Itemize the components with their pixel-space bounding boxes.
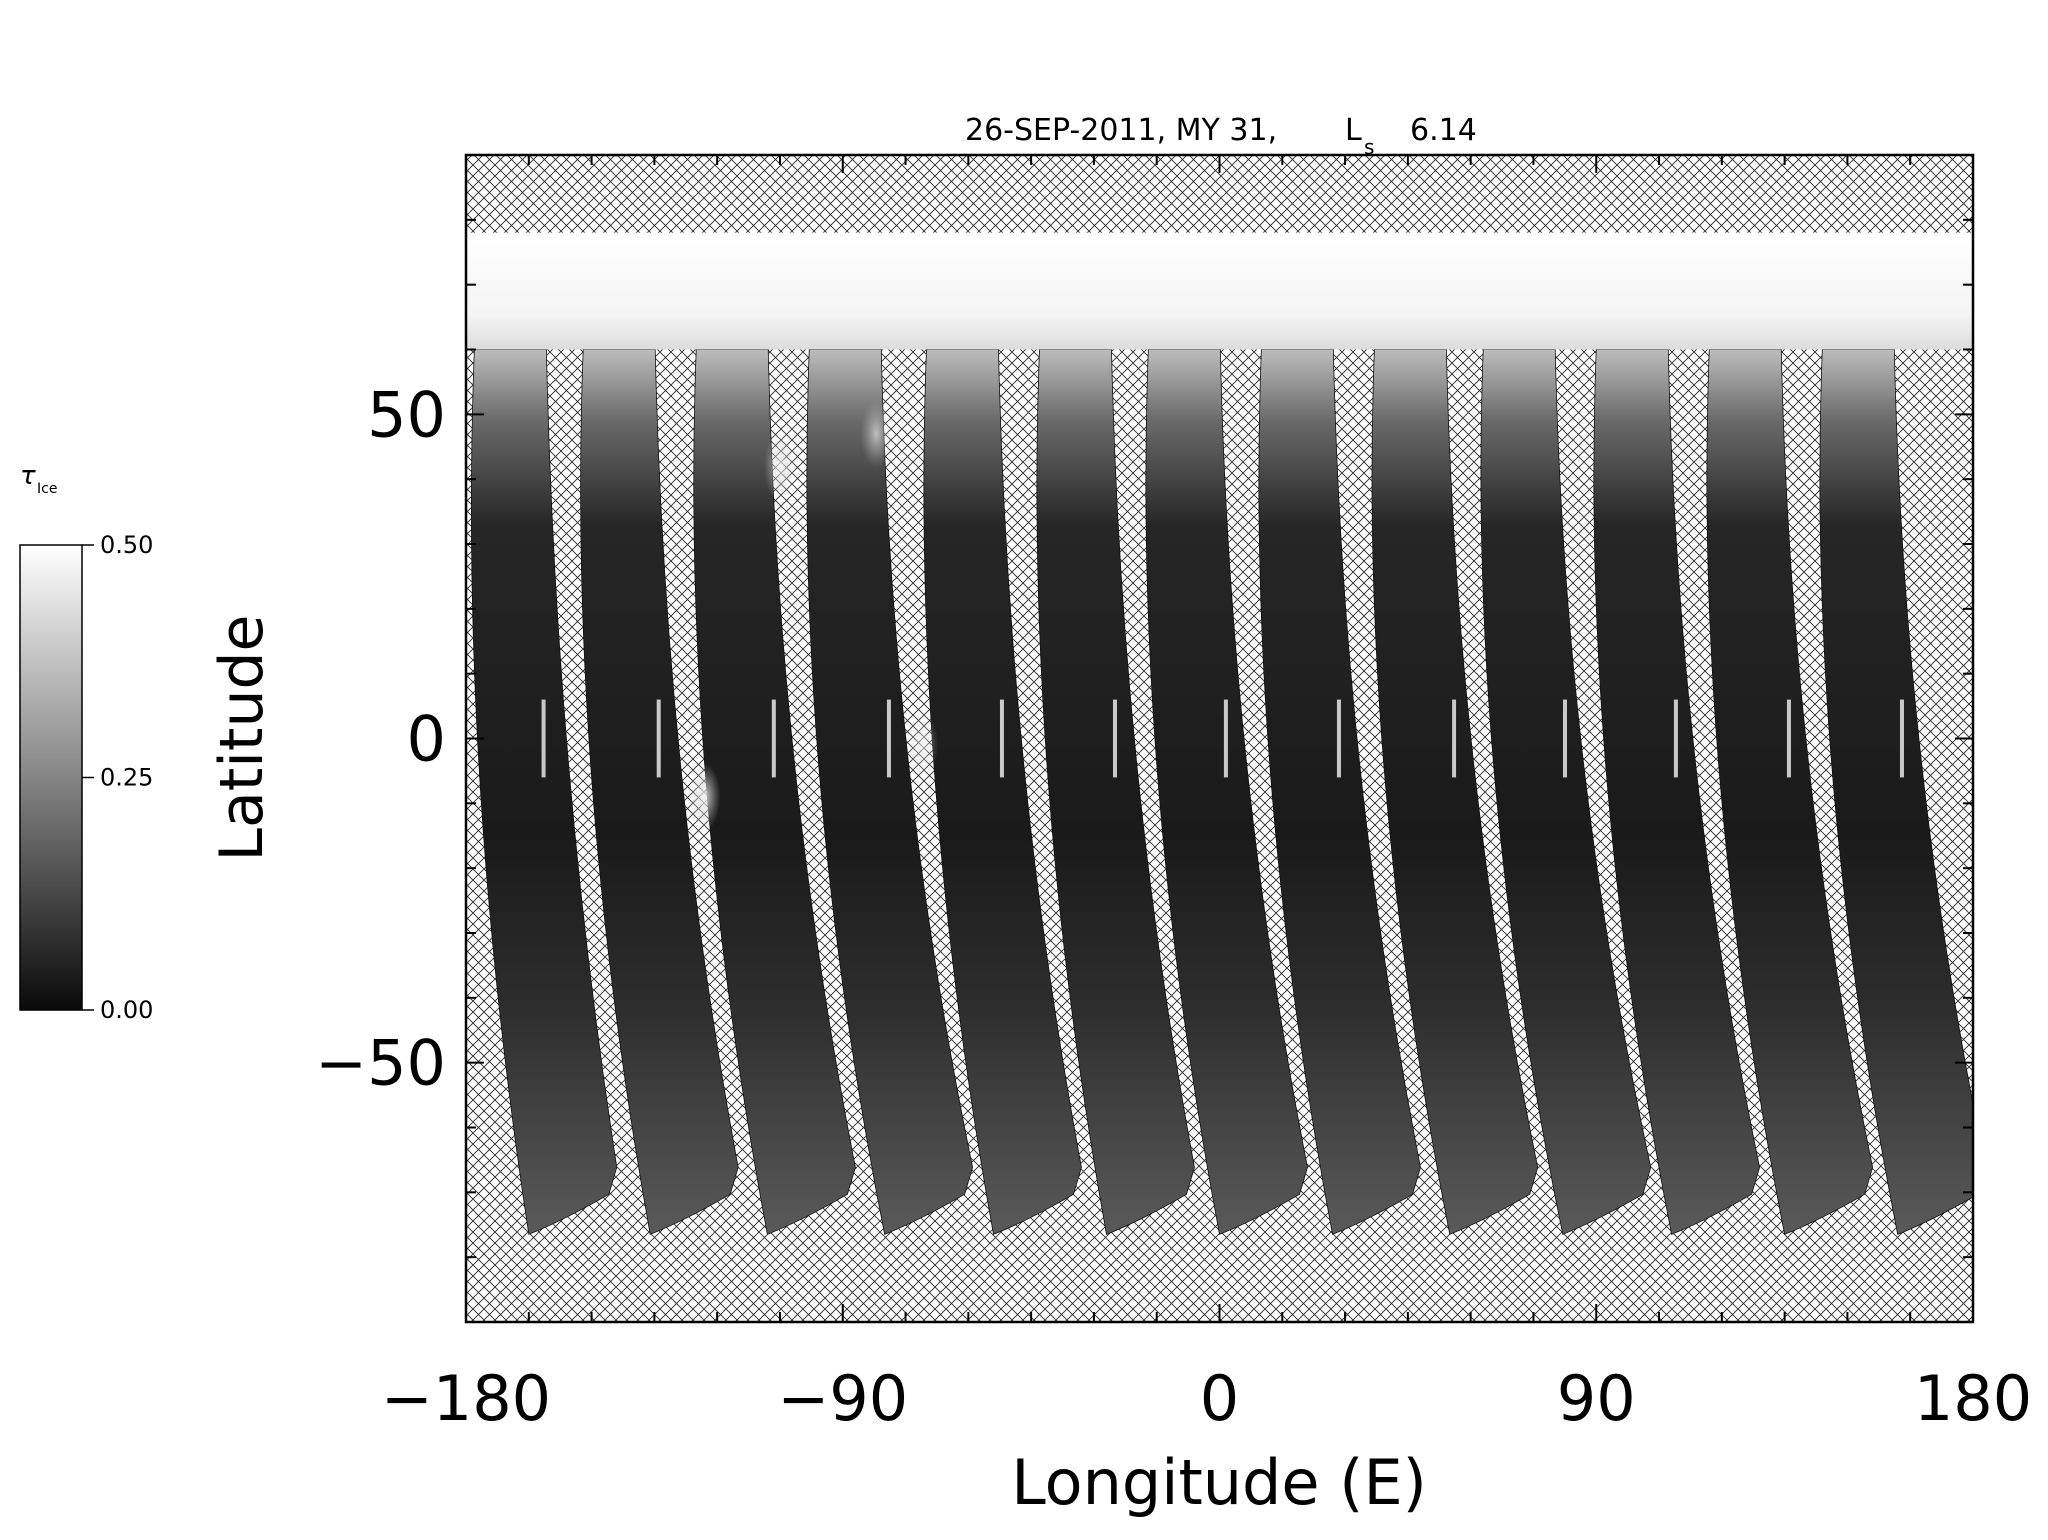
colorbar-tick-label: 0.00 bbox=[100, 996, 153, 1024]
swath bbox=[806, 349, 974, 1235]
bright-cloud-feature bbox=[906, 710, 939, 779]
equator-streak bbox=[1899, 699, 1904, 778]
colorbar: τ Ice 0.50 0.25 0.00 bbox=[19, 461, 153, 1024]
swath bbox=[470, 349, 618, 1235]
axis-ticks bbox=[465, 154, 1974, 1323]
colorbar-symbol: τ bbox=[20, 461, 36, 491]
y-tick-label: 0 bbox=[407, 703, 446, 776]
equator-streak bbox=[1112, 699, 1117, 778]
colorbar-tick-label: 0.50 bbox=[100, 531, 153, 559]
swath bbox=[1371, 349, 1539, 1235]
title-text: 26-SEP-2011, MY 31, bbox=[965, 113, 1277, 148]
bright-cloud-feature bbox=[763, 432, 796, 501]
x-tick-label: 0 bbox=[1200, 1362, 1239, 1435]
bright-cloud-feature bbox=[860, 399, 893, 468]
swath bbox=[1593, 349, 1761, 1235]
x-tick-label: −180 bbox=[381, 1362, 551, 1435]
colorbar-ticks: 0.50 0.25 0.00 bbox=[82, 531, 153, 1024]
swath bbox=[580, 349, 739, 1235]
equator-streak bbox=[771, 699, 776, 778]
swath bbox=[923, 349, 1082, 1235]
x-tick-label: 180 bbox=[1914, 1362, 2032, 1435]
y-tick-label: 50 bbox=[367, 378, 446, 451]
colorbar-tick-label: 0.25 bbox=[100, 764, 153, 792]
colorbar-subscript: Ice bbox=[37, 481, 57, 497]
x-axis-label: Longitude (E) bbox=[1011, 1446, 1427, 1519]
equator-streak bbox=[886, 699, 891, 778]
x-tick-label: −90 bbox=[777, 1362, 908, 1435]
swath bbox=[1258, 349, 1421, 1235]
chart-title: 26-SEP-2011, MY 31, L s 6.14 bbox=[965, 113, 1477, 159]
swath bbox=[1706, 349, 1874, 1235]
axis-tick-labels: −180 −90 0 90 180 −50 0 50 bbox=[315, 378, 2032, 1435]
bright-cloud-feature bbox=[688, 762, 721, 831]
equator-streak bbox=[1452, 699, 1457, 778]
title-ls-subscript: s bbox=[1364, 135, 1374, 159]
equator-streak bbox=[656, 699, 661, 778]
title-ls-value: 6.14 bbox=[1410, 113, 1477, 148]
cap-lobe bbox=[1801, 232, 1973, 350]
equator-streak bbox=[1223, 699, 1228, 778]
y-axis-label: Latitude bbox=[207, 615, 277, 862]
equator-streak bbox=[999, 699, 1004, 778]
equator-streak bbox=[1673, 699, 1678, 778]
equator-streak bbox=[1562, 699, 1567, 778]
equator-streak bbox=[541, 699, 546, 778]
equator-streak bbox=[1786, 699, 1791, 778]
swath bbox=[1480, 349, 1652, 1235]
x-tick-label: 90 bbox=[1557, 1362, 1636, 1435]
y-tick-label: −50 bbox=[315, 1027, 446, 1100]
title-ls-symbol: L bbox=[1345, 113, 1362, 148]
swath bbox=[1145, 349, 1308, 1235]
swath bbox=[1036, 349, 1195, 1235]
equator-streak bbox=[1336, 699, 1341, 778]
data-layer bbox=[466, 232, 1973, 1235]
swath bbox=[693, 349, 856, 1235]
swath bbox=[1819, 349, 1973, 1235]
colorbar-gradient bbox=[19, 544, 83, 1011]
